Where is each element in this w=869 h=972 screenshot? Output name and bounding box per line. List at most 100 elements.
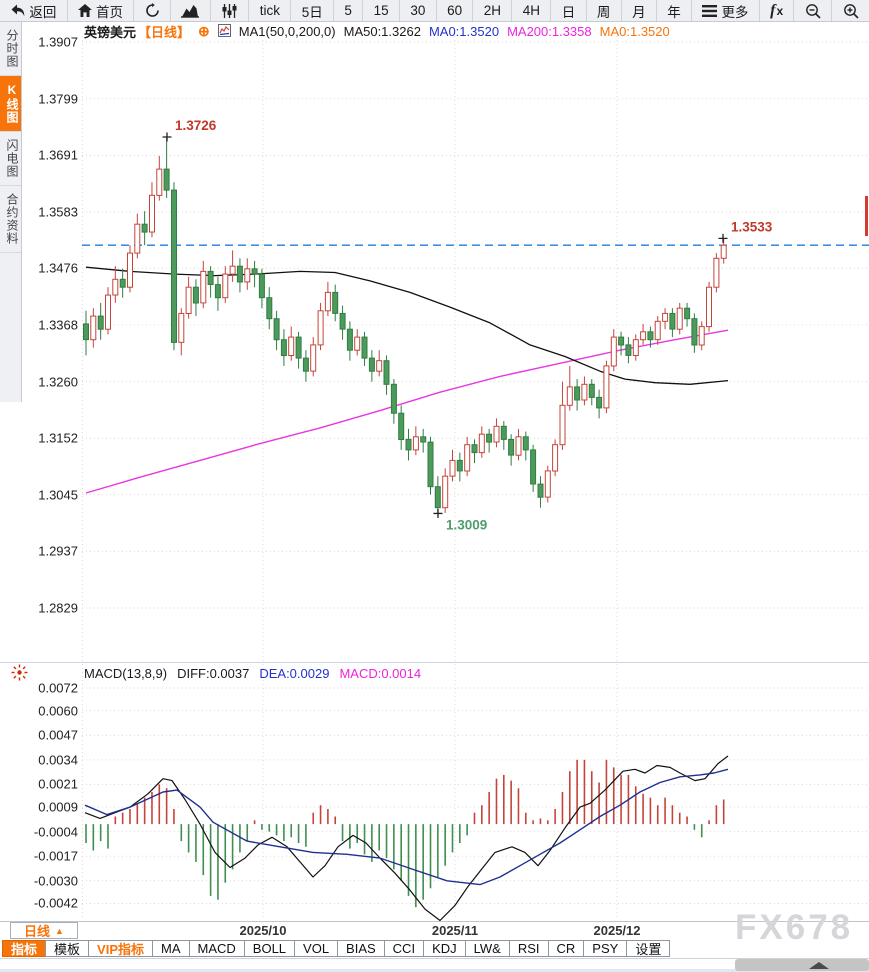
indicator-tab-PSY[interactable]: PSY (583, 940, 628, 957)
indicator-tab-LW&[interactable]: LW& (464, 940, 510, 957)
toolbar-button-refresh-icon[interactable] (134, 0, 172, 21)
indicator-tab-RSI[interactable]: RSI (508, 940, 549, 957)
x-axis-label: 2025/12 (593, 923, 641, 938)
toolbar-button-sliders-icon[interactable] (211, 0, 250, 21)
toolbar-button-月[interactable]: 月 (622, 0, 657, 21)
macd-y-tick: 0.0021 (38, 776, 78, 792)
sidebar-tab-闪电图[interactable]: 闪电图 (0, 132, 21, 186)
main-y-tick: 1.2829 (38, 600, 78, 616)
sidebar-tab-分时图[interactable]: 分时图 (0, 22, 21, 76)
scroll-handle-icon[interactable] (809, 962, 829, 969)
macd-dea-label: DEA:0.0029 (259, 665, 330, 681)
toolbar-button-2H[interactable]: 2H (473, 0, 513, 21)
toolbar-button-label: 4H (522, 3, 540, 18)
indicator-tab-设置[interactable]: 设置 (626, 940, 671, 957)
bottom-scrollbar[interactable] (735, 959, 869, 971)
indicator-tab-MA[interactable]: MA (152, 940, 190, 957)
mini-chart-icon[interactable] (217, 23, 231, 40)
indicator-tab-VOL[interactable]: VOL (294, 940, 339, 957)
candle (200, 270, 207, 304)
watermark: FX678 (735, 908, 854, 947)
indicator-tab-BOLL[interactable]: BOLL (243, 940, 296, 957)
candle (368, 357, 375, 372)
top-toolbar: 返回 首页 tick 5日 5 15 30 60 2H 4H 日 周 月 年 更多 f x (0, 0, 869, 22)
x-axis-label: 2025/10 (239, 923, 287, 938)
indicator-tab-CCI[interactable]: CCI (383, 940, 425, 957)
sidebar-tab-K线图[interactable]: K线图 (0, 76, 21, 132)
candle (178, 312, 185, 343)
candle (464, 444, 471, 472)
toolbar-button-area-chart-icon[interactable] (171, 0, 211, 21)
toolbar-button-返回[interactable]: 返回 (0, 0, 68, 21)
toolbar-button-60[interactable]: 60 (437, 0, 474, 21)
candle (537, 483, 544, 498)
candle (266, 297, 273, 320)
candle (207, 270, 214, 285)
indicator-tab-KDJ[interactable]: KDJ (423, 940, 466, 957)
indicator-tab-MACD[interactable]: MACD (188, 940, 245, 957)
toolbar-button-周[interactable]: 周 (587, 0, 622, 21)
main-y-tick: 1.2937 (38, 543, 78, 559)
toolbar-button-4H[interactable]: 4H (512, 0, 552, 21)
candle (83, 323, 89, 341)
candle (354, 336, 361, 351)
toolbar-button-label: 5日 (301, 4, 323, 20)
candle (691, 318, 698, 346)
toolbar-button-5[interactable]: 5 (334, 0, 364, 21)
macd-y-tick: 0.0060 (38, 703, 78, 719)
candlestick-series (83, 137, 727, 514)
candle (317, 310, 324, 346)
toolbar-button-zoom-out-icon[interactable] (794, 0, 833, 21)
candle (295, 336, 302, 359)
candle (222, 273, 229, 299)
pane-separator-bottom (0, 921, 869, 922)
candle (566, 386, 573, 406)
candle (552, 444, 559, 472)
toolbar-button-更多[interactable]: 更多 (692, 0, 760, 21)
ma200-value-label: MA200:1.3358 (507, 24, 592, 39)
indicator-tab-指标[interactable]: 指标 (2, 940, 47, 957)
toolbar-button-15[interactable]: 15 (363, 0, 400, 21)
period-selector-button[interactable]: 日线 ▲ (10, 922, 78, 939)
candle (383, 360, 390, 385)
candle (288, 336, 295, 357)
candle (618, 336, 625, 346)
bottom-divider (0, 958, 869, 959)
price-marker-cross (433, 508, 443, 518)
toolbar-button-5日[interactable]: 5日 (291, 0, 335, 21)
macd-histogram (85, 759, 725, 908)
sidebar-tab-合约资料[interactable]: 合约资料 (0, 186, 21, 253)
candle (640, 331, 647, 341)
candle (522, 436, 529, 451)
right-edge-marker (865, 196, 868, 236)
brightness-icon[interactable] (11, 664, 28, 686)
candle (654, 320, 661, 341)
candle (427, 441, 434, 488)
toolbar-button-zoom-in-icon[interactable] (832, 0, 869, 21)
indicator-tab-BIAS[interactable]: BIAS (337, 940, 385, 957)
candle (603, 365, 610, 409)
toolbar-button-首页[interactable]: 首页 (68, 0, 135, 21)
candle (456, 459, 463, 472)
indicator-tab-VIP指标[interactable]: VIP指标 (88, 940, 153, 957)
toolbar-button-日[interactable]: 日 (551, 0, 587, 21)
toolbar-button-label: 30 (410, 3, 426, 18)
candle (229, 265, 236, 275)
indicator-tab-CR[interactable]: CR (547, 940, 585, 957)
candle (105, 294, 111, 330)
macd-y-tick: 0.0047 (38, 727, 78, 743)
toolbar-button-label: 60 (447, 3, 463, 18)
candle (581, 383, 588, 401)
candle (244, 268, 251, 283)
candle (127, 252, 133, 288)
add-indicator-icon[interactable]: ⊕ (198, 23, 210, 39)
indicator-tab-模板[interactable]: 模板 (45, 940, 90, 957)
toolbar-button-年[interactable]: 年 (657, 0, 693, 21)
candle (273, 318, 280, 341)
candle (662, 312, 669, 322)
candle (698, 326, 705, 346)
toolbar-button-30[interactable]: 30 (400, 0, 437, 21)
toolbar-button-tick[interactable]: tick (249, 0, 292, 21)
